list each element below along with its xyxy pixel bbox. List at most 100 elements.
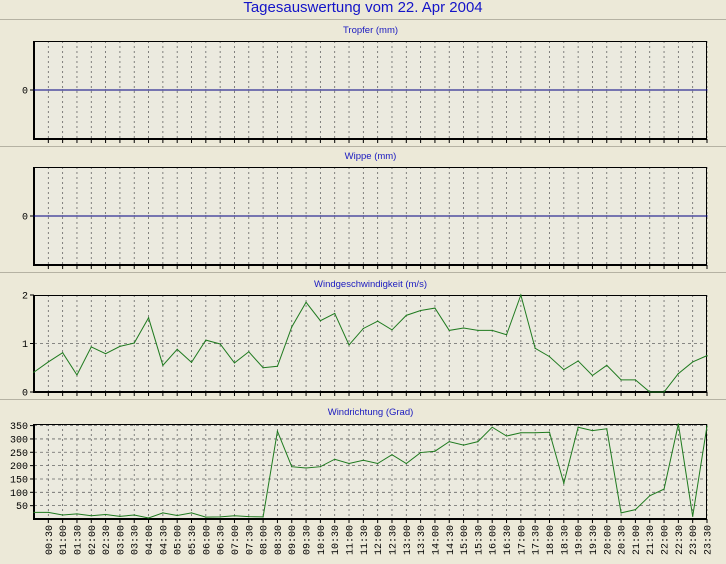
x-tick-label: 20:30 bbox=[618, 525, 629, 555]
data-point bbox=[248, 89, 250, 91]
data-point bbox=[47, 215, 49, 217]
data-point bbox=[391, 329, 393, 331]
data-point bbox=[190, 215, 193, 217]
y-tick-label: 150 bbox=[10, 475, 28, 486]
data-point bbox=[405, 89, 407, 91]
data-point bbox=[133, 215, 135, 217]
data-point bbox=[190, 512, 193, 514]
data-point bbox=[692, 515, 694, 517]
data-point bbox=[477, 441, 479, 443]
data-point bbox=[33, 215, 35, 217]
data-point bbox=[649, 391, 651, 393]
x-tick-label: 09:00 bbox=[288, 525, 299, 555]
data-point bbox=[505, 89, 508, 91]
data-point bbox=[362, 89, 364, 91]
chart-panel-1: Wippe (mm) 0 bbox=[0, 151, 726, 273]
data-point bbox=[649, 215, 651, 217]
data-point bbox=[233, 362, 236, 364]
data-point bbox=[147, 215, 150, 217]
x-tick-label: 02:30 bbox=[102, 525, 113, 555]
data-point bbox=[47, 361, 49, 363]
x-tick-label: 13:00 bbox=[403, 525, 414, 555]
data-point bbox=[291, 326, 293, 328]
data-point bbox=[162, 364, 164, 366]
x-tick-label: 12:00 bbox=[374, 525, 385, 555]
data-point bbox=[591, 89, 594, 91]
data-point bbox=[348, 344, 350, 346]
data-point bbox=[62, 514, 64, 516]
data-point bbox=[276, 215, 279, 217]
data-point bbox=[62, 352, 64, 354]
x-tick-label: 14:30 bbox=[446, 525, 457, 555]
data-point bbox=[119, 515, 121, 517]
data-point bbox=[233, 89, 236, 91]
data-point bbox=[334, 89, 336, 91]
data-point bbox=[477, 215, 479, 217]
x-tick-label: 07:30 bbox=[245, 525, 256, 555]
data-point bbox=[219, 89, 221, 91]
data-point bbox=[233, 215, 236, 217]
data-point bbox=[706, 355, 708, 357]
data-point bbox=[362, 459, 364, 461]
x-tick-label: 00:30 bbox=[45, 525, 56, 555]
x-tick-label: 21:30 bbox=[646, 525, 657, 555]
data-point bbox=[491, 426, 493, 428]
data-point bbox=[534, 89, 536, 91]
y-tick-label: 50 bbox=[16, 502, 28, 513]
data-point bbox=[162, 512, 164, 514]
series-line-0 bbox=[33, 293, 708, 393]
data-point bbox=[377, 462, 379, 465]
data-point bbox=[47, 89, 49, 91]
data-point bbox=[462, 89, 465, 91]
data-point bbox=[391, 215, 393, 217]
x-tick-label: 10:30 bbox=[331, 525, 342, 555]
data-point bbox=[377, 89, 379, 91]
chart-title: Wippe (mm) bbox=[345, 151, 397, 162]
chart-title: Windgeschwindigkeit (m/s) bbox=[314, 279, 427, 290]
data-point bbox=[133, 342, 135, 344]
data-point bbox=[420, 451, 422, 454]
data-point bbox=[233, 515, 236, 517]
data-point bbox=[692, 361, 694, 363]
data-point bbox=[606, 89, 608, 91]
data-point bbox=[634, 215, 637, 217]
x-tick-label: 15:00 bbox=[460, 525, 471, 555]
data-point bbox=[104, 89, 107, 91]
data-point bbox=[477, 329, 479, 332]
data-point bbox=[219, 516, 221, 518]
data-point bbox=[606, 215, 608, 217]
data-point bbox=[677, 89, 679, 91]
data-point bbox=[548, 431, 551, 433]
y-tick-label: 2 bbox=[22, 292, 28, 303]
x-tick-label: 04:00 bbox=[145, 525, 156, 555]
data-point bbox=[305, 301, 307, 303]
data-point bbox=[677, 372, 679, 375]
data-point bbox=[448, 441, 450, 443]
data-point bbox=[534, 347, 536, 349]
data-point bbox=[362, 215, 364, 217]
y-tick-label: 350 bbox=[10, 422, 28, 433]
data-point bbox=[420, 89, 422, 91]
data-point bbox=[462, 215, 465, 217]
x-tick-label: 16:30 bbox=[503, 525, 514, 555]
data-point bbox=[591, 215, 594, 217]
data-point bbox=[491, 89, 493, 91]
data-point bbox=[33, 89, 35, 91]
data-point bbox=[90, 89, 92, 91]
data-point bbox=[620, 512, 622, 514]
data-point bbox=[119, 345, 121, 348]
chart-title: Windrichtung (Grad) bbox=[328, 407, 414, 418]
data-point bbox=[262, 367, 264, 369]
data-point bbox=[319, 320, 321, 322]
data-point bbox=[534, 215, 536, 217]
data-point bbox=[176, 514, 178, 517]
x-tick-label: 04:30 bbox=[159, 525, 170, 555]
y-tick-label: 0 bbox=[22, 213, 28, 224]
x-tick-label: 20:00 bbox=[603, 525, 614, 555]
data-point bbox=[76, 374, 78, 376]
data-point bbox=[420, 309, 422, 312]
x-tick-label: 17:00 bbox=[517, 525, 528, 555]
data-point bbox=[505, 215, 508, 217]
chart-title: Tropfer (mm) bbox=[343, 25, 398, 36]
